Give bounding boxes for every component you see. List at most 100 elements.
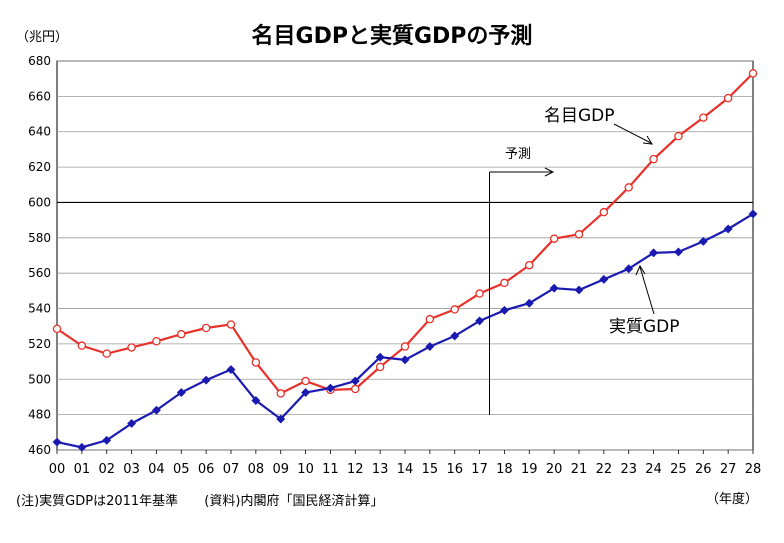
point-real [499, 305, 509, 315]
x-tick-label: 20 [546, 462, 563, 477]
x-axis-unit: （年度） [706, 492, 759, 507]
series-label-real: 実質GDP [609, 317, 680, 337]
point-real [375, 352, 385, 362]
x-tick-label: 13 [372, 462, 389, 477]
chart-title: 名目GDPと実質GDPの予測 [251, 24, 533, 49]
footnote-source: (資料)内閣府「国民経済計算」 [204, 494, 384, 509]
y-axis: 460 480 500 520 540 560 580 600 620 640 660 680 [28, 54, 51, 457]
point-real [400, 355, 410, 365]
y-axis-unit: （兆円） [16, 30, 69, 45]
point-real [599, 274, 609, 284]
point-real [301, 387, 311, 398]
x-tick-label: 07 [223, 462, 240, 477]
point-real [673, 247, 683, 257]
point-real [475, 316, 485, 326]
leader-line-real [639, 266, 655, 315]
point-nominal [177, 329, 186, 339]
x-tick-label: 22 [596, 462, 613, 477]
y-tick-label: 680 [28, 54, 51, 68]
x-tick-label: 19 [521, 462, 538, 477]
x-tick-label: 02 [98, 462, 115, 477]
x-tick-label: 15 [422, 462, 439, 477]
x-tick-label: 08 [248, 462, 265, 477]
x-tick-label: 16 [446, 462, 463, 477]
y-tick-label: 620 [28, 160, 51, 174]
x-axis: 00 01 02 03 04 05 06 07 08 09 10 11 12 13 14 15 16 17 18 19… [49, 450, 762, 477]
y-tick-label: 520 [28, 337, 51, 351]
point-nominal [723, 93, 733, 103]
point-nominal [649, 154, 658, 164]
point-nominal [500, 278, 509, 288]
point-real [325, 383, 335, 393]
point-nominal [127, 343, 136, 352]
y-tick-label: 640 [28, 125, 51, 139]
x-tick-label: 24 [645, 462, 662, 477]
point-nominal [351, 384, 360, 394]
forecast-label: 予測 [505, 147, 531, 162]
point-real [350, 376, 360, 386]
point-real [748, 209, 758, 219]
x-tick-label: 28 [745, 462, 762, 477]
point-real [624, 264, 634, 274]
point-real [102, 435, 112, 445]
point-real [151, 405, 161, 415]
point-real [450, 331, 460, 341]
point-real [77, 442, 87, 452]
y-tick-label: 500 [28, 372, 51, 386]
point-nominal [624, 183, 633, 192]
point-nominal [152, 337, 161, 346]
x-tick-label: 01 [74, 462, 91, 477]
y-tick-label: 660 [28, 89, 51, 103]
point-nominal [301, 376, 310, 386]
point-real [52, 437, 62, 447]
x-tick-label: 17 [471, 462, 488, 477]
point-real [649, 248, 659, 258]
point-nominal [102, 349, 111, 358]
x-tick-label: 00 [49, 462, 66, 477]
point-nominal [400, 342, 410, 351]
point-nominal [226, 320, 236, 329]
point-real [127, 418, 137, 429]
point-nominal [201, 323, 211, 333]
point-real [524, 298, 534, 308]
x-tick-label: 25 [670, 462, 687, 477]
x-tick-label: 12 [347, 462, 364, 477]
y-tick-label: 540 [28, 302, 51, 316]
point-nominal [674, 131, 683, 141]
footnote: (注)実質GDPは2011年基準 (資料)内閣府「国民経済計算」 [16, 490, 383, 509]
x-tick-label: 04 [148, 462, 165, 477]
x-tick-label: 05 [173, 462, 190, 477]
point-nominal [475, 289, 484, 298]
series-layer [52, 69, 758, 452]
point-nominal [276, 389, 285, 398]
point-real [251, 395, 261, 406]
point-nominal [574, 230, 584, 239]
point-real [723, 224, 733, 234]
x-tick-label: 06 [198, 462, 215, 477]
series-label-nominal: 名目GDP [544, 106, 615, 126]
point-real [276, 414, 286, 424]
x-tick-label: 18 [496, 462, 513, 477]
point-nominal [251, 358, 261, 367]
leader-line-nominal [613, 123, 652, 144]
point-nominal [599, 207, 609, 217]
x-tick-label: 09 [272, 462, 289, 477]
point-nominal [549, 234, 559, 243]
footnote-base-year: (注)実質GDPは2011年基準 [16, 494, 179, 509]
y-tick-label: 560 [28, 266, 51, 280]
point-nominal [699, 113, 708, 122]
y-tick-label: 480 [28, 408, 51, 422]
point-nominal [52, 324, 62, 334]
point-nominal [77, 341, 87, 350]
point-real [425, 342, 435, 352]
point-real [698, 236, 708, 246]
forecast-arrow-head [544, 167, 555, 177]
point-real [574, 285, 584, 295]
x-tick-label: 03 [123, 462, 140, 477]
x-tick-label: 14 [397, 462, 414, 477]
x-tick-label: 11 [322, 462, 339, 477]
point-real [201, 375, 211, 385]
x-tick-label: 26 [695, 462, 712, 477]
point-nominal [525, 260, 534, 270]
